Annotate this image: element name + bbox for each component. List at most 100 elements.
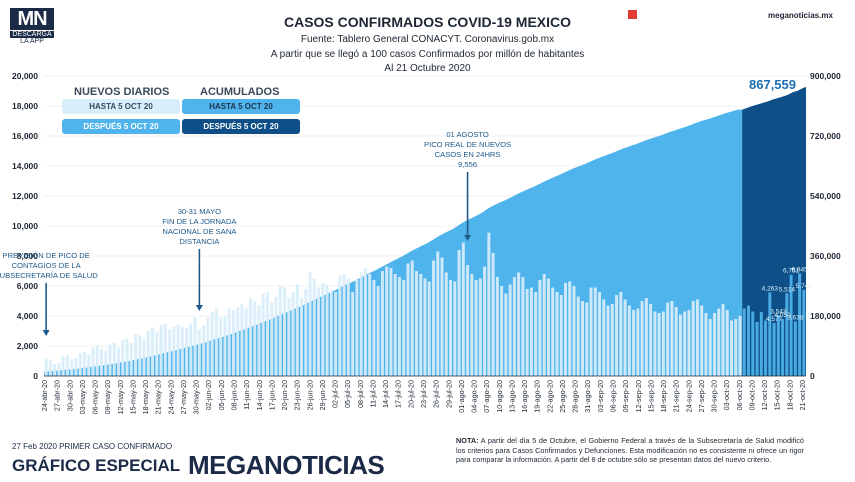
daily-bar: [653, 311, 657, 376]
source-line: Fuente: Tablero General CONACYT. Coronav…: [300, 34, 555, 45]
daily-bar: [593, 287, 597, 376]
daily-bar: [351, 292, 355, 376]
daily-bar: [610, 304, 614, 376]
daily-bar: [423, 278, 427, 376]
daily-bar: [704, 313, 708, 376]
daily-bar: [70, 359, 74, 376]
y-left-tick-label: 10,000: [12, 221, 38, 231]
daily-bar: [453, 281, 457, 376]
daily-bar: [725, 310, 729, 376]
daily-bar: [248, 298, 252, 376]
daily-bar: [44, 358, 48, 376]
daily-bar: [210, 311, 214, 376]
daily-value-label: 6,751: [783, 268, 800, 275]
x-tick-label: 15-may-20: [128, 380, 137, 414]
daily-bar: [61, 356, 65, 376]
x-tick-label: 03-sep-20: [596, 380, 605, 412]
daily-bar: [121, 340, 125, 376]
chart-title: CASOS CONFIRMADOS COVID-19 MEXICO: [283, 14, 572, 30]
daily-bar: [772, 322, 776, 376]
daily-bar: [457, 250, 461, 376]
x-tick-label: 06-sep-20: [609, 380, 618, 412]
y-left-tick-label: 18,000: [12, 101, 38, 111]
daily-bar: [627, 305, 631, 376]
first-case-note: 27 Feb 2020 PRIMER CASO CONFIRMADO: [12, 442, 173, 451]
x-tick-label: 03-may-20: [78, 380, 87, 414]
daily-value-label: 3,543: [770, 308, 787, 315]
daily-bar: [295, 284, 299, 376]
daily-bar: [410, 260, 414, 376]
daily-bar: [534, 292, 538, 376]
x-tick-label: 21-oct-20: [798, 380, 807, 410]
daily-bar: [278, 286, 282, 376]
x-tick-label: 03-oct-20: [722, 380, 731, 410]
y-left-tick-label: 4,000: [17, 311, 39, 321]
daily-bar: [317, 287, 321, 376]
daily-bar: [764, 320, 768, 376]
daily-bar: [802, 289, 806, 376]
daily-bar: [555, 292, 559, 376]
meganoticias-logo[interactable]: MN DESCARGA LA APP: [10, 8, 54, 45]
daily-bar: [691, 301, 695, 376]
daily-bar: [538, 280, 542, 376]
x-tick-label: 06-oct-20: [735, 380, 744, 410]
daily-value-label: 4,050: [774, 312, 791, 319]
daily-bar: [776, 315, 780, 376]
daily-bar: [104, 350, 108, 376]
daily-bar: [487, 232, 491, 376]
daily-bar: [342, 274, 346, 376]
daily-bar: [640, 301, 644, 376]
daily-value-label: 4,263: [762, 285, 779, 292]
x-tick-label: 11-jul-20: [368, 380, 377, 407]
daily-value-label: 6,845: [791, 266, 808, 273]
daily-bar: [491, 253, 495, 376]
daily-bar: [563, 283, 567, 376]
daily-bar: [768, 292, 772, 376]
x-tick-label: 10-ago-20: [495, 380, 504, 413]
daily-bar: [274, 296, 278, 376]
x-tick-label: 08-jun-20: [230, 380, 239, 410]
x-tick-label: 06-may-20: [91, 380, 100, 414]
daily-bar: [674, 307, 678, 376]
daily-bar: [402, 280, 406, 376]
y-left-tick-label: 8,000: [17, 251, 39, 261]
x-tick-label: 18-oct-20: [785, 380, 794, 410]
daily-bar: [781, 319, 785, 376]
x-tick-label: 29-jun-20: [318, 380, 327, 410]
x-tick-label: 23-jun-20: [293, 380, 302, 410]
x-tick-label: 15-oct-20: [773, 380, 782, 410]
daily-bar: [99, 349, 103, 376]
daily-bar: [466, 265, 470, 376]
daily-bar: [376, 286, 380, 376]
x-tick-label: 21-may-20: [154, 380, 163, 414]
x-tick-label: 17-jul-20: [394, 380, 403, 408]
daily-bar: [730, 320, 733, 376]
daily-bar: [363, 268, 367, 376]
x-tick-label: 12-sep-20: [634, 380, 643, 412]
daily-bar: [606, 305, 610, 376]
daily-bar: [755, 322, 759, 376]
daily-bar: [751, 311, 755, 376]
daily-bar: [712, 313, 716, 376]
y-left-tick-label: 16,000: [12, 131, 38, 141]
legend-daily-before: HASTA 5 OCT 20: [62, 99, 180, 114]
daily-bar: [581, 301, 584, 376]
daily-bar: [576, 296, 580, 376]
daily-bar: [759, 312, 763, 376]
daily-bar: [568, 281, 572, 376]
daily-bar: [661, 311, 665, 376]
daily-bar: [432, 260, 436, 376]
x-tick-label: 12-may-20: [116, 380, 125, 414]
daily-bar: [632, 310, 636, 376]
daily-bar: [785, 293, 789, 376]
annotation-text: PREVISIÓN DE PICO DE: [2, 251, 89, 260]
daily-bar: [168, 329, 172, 376]
daily-bar: [474, 280, 478, 376]
x-tick-label: 04-ago-20: [470, 380, 479, 413]
x-tick-label: 31-ago-20: [583, 380, 592, 413]
site-url[interactable]: meganoticias.mx: [768, 11, 833, 20]
grid-icon: [628, 10, 637, 19]
x-tick-label: 01-ago-20: [457, 380, 466, 413]
daily-bar: [91, 347, 95, 376]
daily-bar: [227, 308, 231, 376]
